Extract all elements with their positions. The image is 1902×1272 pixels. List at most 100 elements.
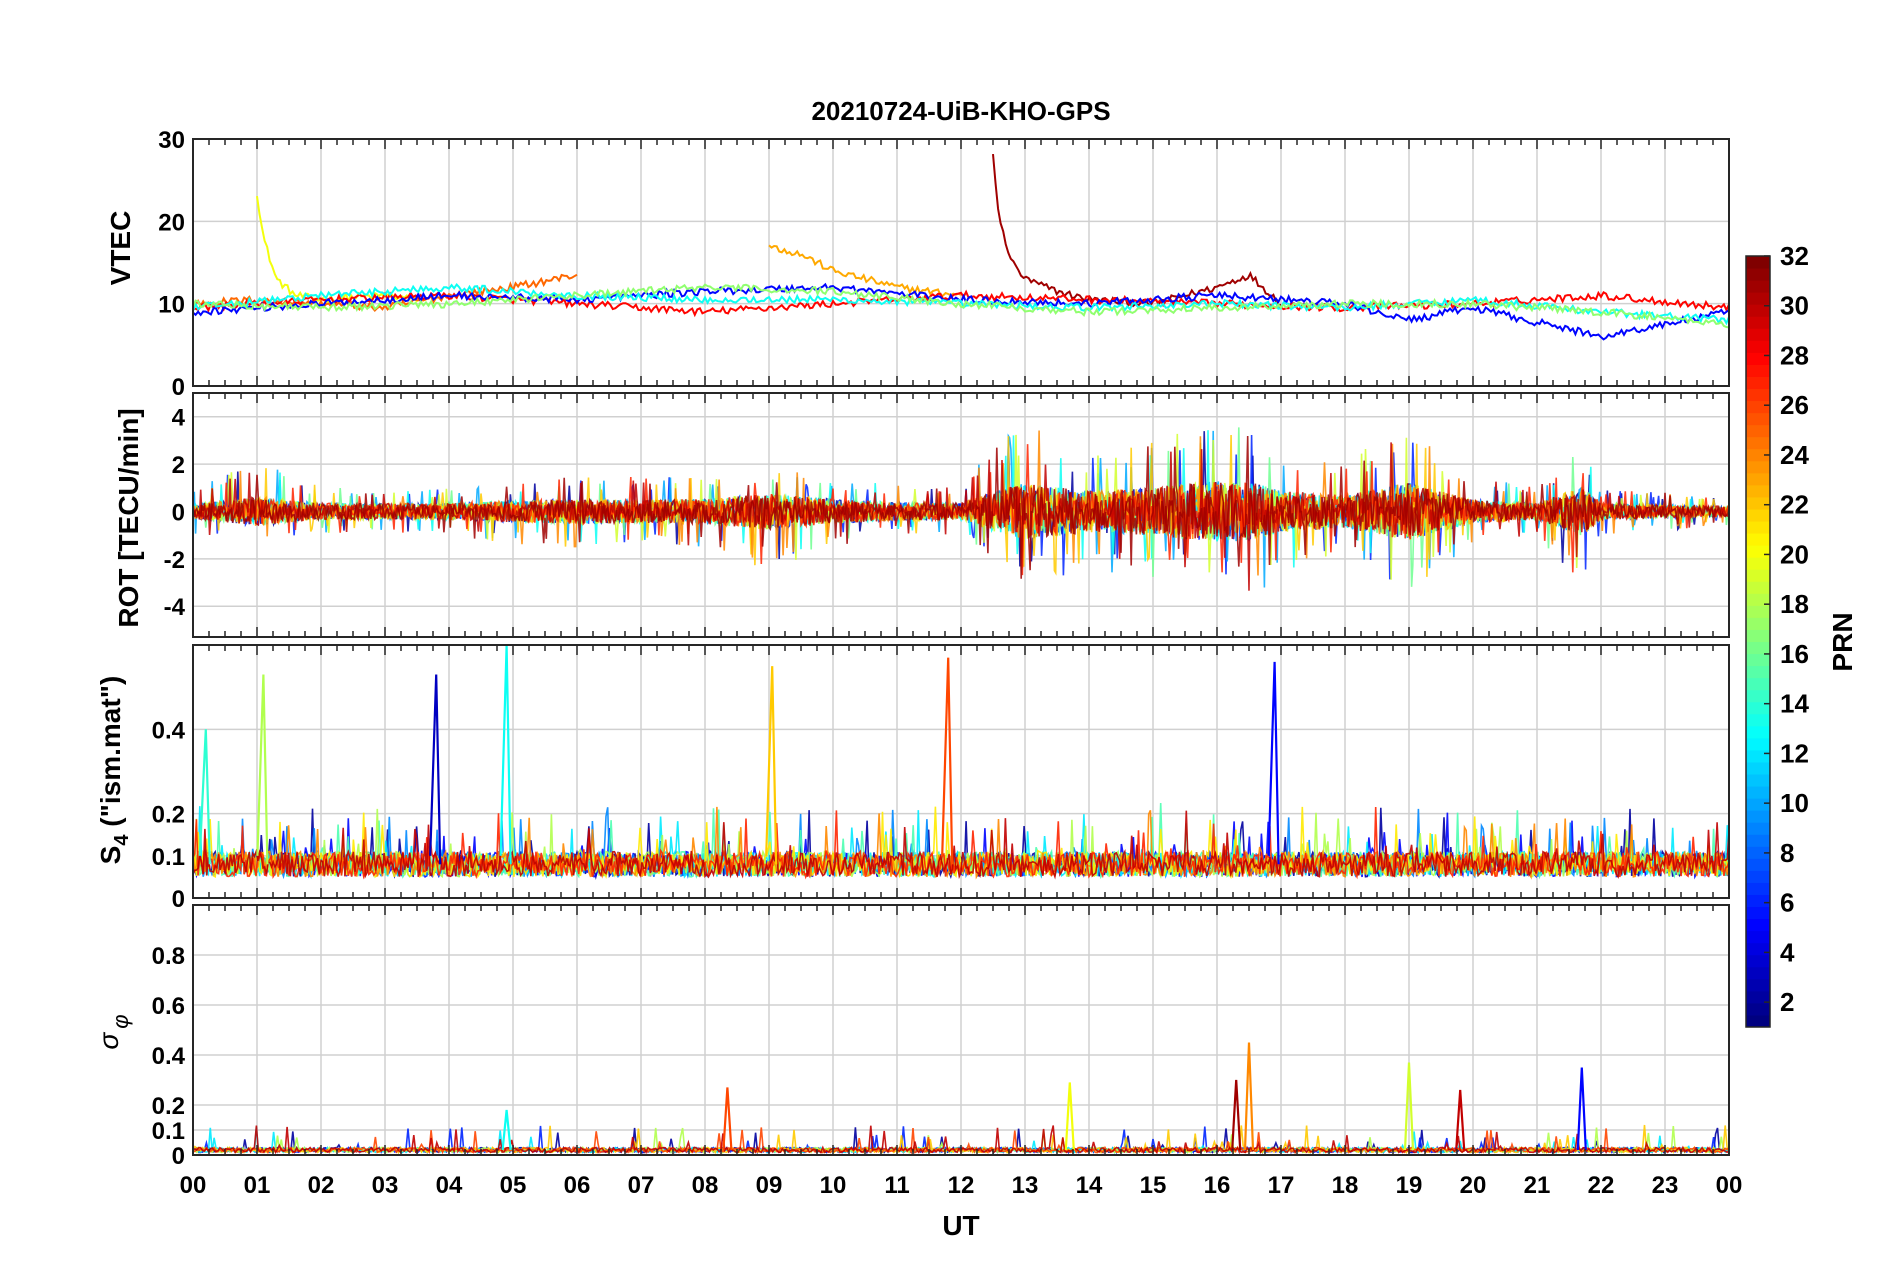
colorbar-segment [1746, 894, 1770, 908]
colorbar-segment [1746, 268, 1770, 281]
sigma-phi-ylabel: σφ [93, 1014, 133, 1049]
vtec-ytick-label: 10 [158, 292, 185, 319]
x-tick-label: 08 [692, 1172, 719, 1199]
colorbar-tick-label: 14 [1780, 689, 1809, 719]
colorbar-segment [1746, 822, 1770, 835]
s4-line-prn-30 [192, 810, 1730, 880]
x-tick-label: 00 [1716, 1172, 1743, 1199]
rot-ytick-label: 0 [172, 499, 185, 526]
colorbar-tick-label: 26 [1780, 390, 1809, 420]
vtec-ytick-label: 20 [158, 209, 185, 236]
phi-symbol: φ [108, 1014, 133, 1028]
x-tick-label: 15 [1140, 1172, 1167, 1199]
colorbar-segment [1746, 605, 1770, 618]
sphi-spike-prn-20 [1064, 1082, 1075, 1151]
rot-ytick-label: -4 [164, 594, 186, 621]
x-tick-label: 01 [244, 1172, 271, 1199]
colorbar-segment [1746, 364, 1770, 377]
sphi-spike-prn-31 [1231, 1079, 1242, 1151]
s4-spike-prn-18 [256, 674, 269, 865]
colorbar-segment [1746, 280, 1770, 293]
colorbar-segment [1746, 942, 1770, 956]
colorbar-segment [1746, 328, 1770, 341]
x-tick-label: 20 [1460, 1172, 1487, 1199]
colorbar-segment [1746, 629, 1770, 642]
colorbar-segment [1746, 496, 1770, 510]
colorbar-segment [1746, 316, 1770, 329]
sphi-ytick-label: 0.6 [152, 993, 185, 1020]
colorbar-tick-label: 22 [1780, 490, 1809, 520]
rot-panel: -4 -2 0 2 4 [164, 392, 1730, 638]
vtec-ytick-label: 0 [172, 374, 185, 401]
rot-ytick-label: 2 [172, 452, 185, 479]
sphi-ytick-label: 0.8 [152, 943, 185, 970]
colorbar-segment [1746, 882, 1770, 895]
s4-ylabel: S4 ("ism.mat") [95, 676, 133, 865]
x-tick-label: 06 [564, 1172, 591, 1199]
colorbar-segment [1746, 653, 1770, 667]
colorbar-segment [1746, 990, 1770, 1004]
rot-ytick-label: 4 [172, 405, 186, 432]
colorbar-segment [1746, 508, 1770, 522]
colorbar-tick-label: 12 [1780, 738, 1809, 768]
x-tick-label: 11 [884, 1172, 909, 1199]
colorbar-tick-label: 2 [1780, 987, 1794, 1017]
vtec-series [192, 154, 1730, 341]
colorbar-segment [1746, 557, 1770, 570]
colorbar-segment [1746, 786, 1770, 799]
colorbar-tick-label: 6 [1780, 888, 1794, 918]
s4-spike-prn-22 [765, 666, 778, 865]
colorbar-segment [1746, 737, 1770, 751]
colorbar-segment [1746, 533, 1770, 546]
colorbar-segment [1746, 617, 1770, 630]
colorbar-tick-label: 10 [1780, 788, 1809, 818]
colorbar-segment [1746, 593, 1770, 606]
vtec-line-prn-13 [192, 283, 1730, 326]
colorbar-segment [1746, 641, 1770, 655]
vtec-line-prn-17 [192, 283, 1730, 329]
sigma-phi-panel: 00.10.2 0.4 0.6 0.8 [152, 904, 1730, 1170]
colorbar-segment [1746, 749, 1770, 763]
vtec-panel: 0 10 20 30 [158, 127, 1730, 401]
s4-spike-prn-5 [1267, 661, 1280, 865]
vtec-ytick-label: 30 [158, 127, 185, 154]
colorbar-segment [1746, 412, 1770, 426]
sphi-ytick-label: 0.1 [152, 1118, 185, 1145]
colorbar-segment [1746, 352, 1770, 365]
colorbar-tick-label: 16 [1780, 639, 1809, 669]
colorbar-segment [1746, 966, 1770, 980]
x-tick-label: 17 [1268, 1172, 1295, 1199]
colorbar-tick-label: 24 [1780, 440, 1809, 470]
x-tick-label: 13 [1012, 1172, 1039, 1199]
colorbar-segment [1746, 304, 1770, 317]
s4-spike-prn-14 [198, 729, 211, 865]
colorbar-segment [1746, 978, 1770, 992]
colorbar-tick-label: 20 [1780, 539, 1809, 569]
colorbar-tick-label: 30 [1780, 291, 1809, 321]
x-tick-label: 09 [756, 1172, 783, 1199]
colorbar-tick-label: 18 [1780, 589, 1809, 619]
colorbar-segment [1746, 701, 1770, 715]
sphi-spike-prn-26 [722, 1087, 733, 1151]
colorbar-segment [1746, 256, 1770, 269]
colorbar-segment [1746, 448, 1770, 462]
colorbar-segment [1746, 665, 1770, 679]
s4-ylabel-sub: 4 [111, 834, 133, 846]
colorbar-segment [1746, 484, 1770, 498]
colorbar-segment [1746, 521, 1770, 534]
sigma-symbol: σ [93, 1032, 124, 1050]
sphi-spike-prn-13 [501, 1109, 512, 1151]
colorbar-segment [1746, 569, 1770, 582]
rot-ylabel: ROT [TECU/min] [113, 408, 144, 627]
x-tick-label: 04 [436, 1172, 463, 1199]
x-tick-label: 00 [180, 1172, 207, 1199]
x-tick-label: 18 [1332, 1172, 1359, 1199]
colorbar-segment [1746, 400, 1770, 414]
colorbar-segment [1746, 292, 1770, 305]
x-tick-label: 22 [1588, 1172, 1615, 1199]
s4-spike-prn-3 [429, 674, 442, 865]
colorbar-segment [1746, 834, 1770, 847]
colorbar-segment [1746, 906, 1770, 920]
